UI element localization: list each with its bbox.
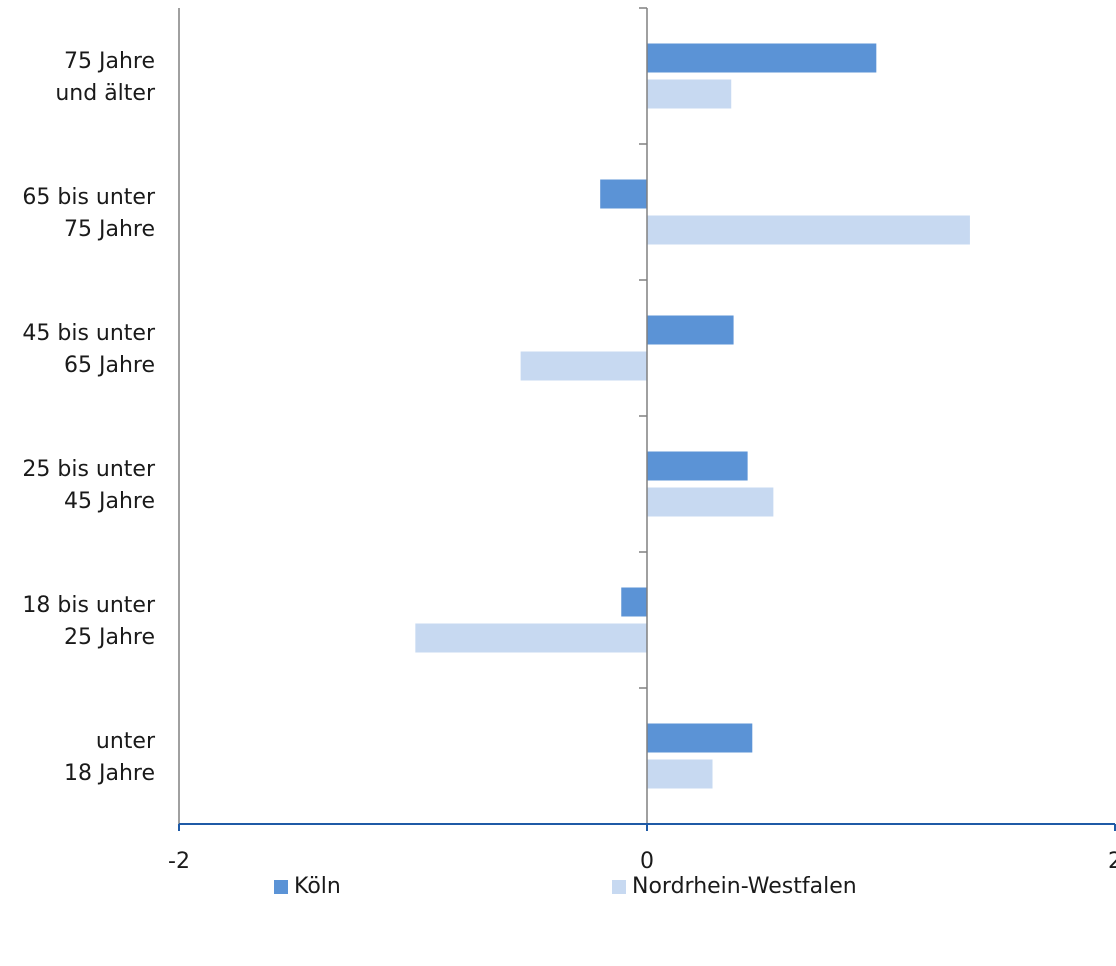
x-tick-label-2: 2: [1108, 849, 1116, 874]
category-label-3-0: 25 bis unter: [22, 457, 156, 482]
x-tick-label-1: 0: [640, 849, 654, 874]
category-label-2-0: 45 bis unter: [22, 321, 156, 346]
bar-koeln-0: [647, 43, 877, 73]
bar-nrw-0: [647, 79, 732, 109]
legend: Köln Nordrhein-Westfalen: [0, 874, 1116, 914]
bar-nrw-2: [520, 351, 647, 381]
category-label-2-1: 65 Jahre: [64, 353, 155, 378]
legend-label-koeln: Köln: [294, 874, 341, 899]
legend-swatch-nrw: [612, 879, 626, 894]
bar-koeln-5: [647, 723, 753, 753]
bar-koeln-1: [600, 179, 647, 209]
bar-koeln-2: [647, 315, 734, 345]
category-label-5-0: unter: [96, 729, 156, 754]
category-label-5-1: 18 Jahre: [64, 761, 155, 786]
category-labels: 75 Jahre und älter 65 bis unter 75 Jahre 45 …: [22, 49, 156, 786]
category-label-1-0: 65 bis unter: [22, 185, 156, 210]
bars-group: [415, 43, 970, 789]
category-label-0-0: 75 Jahre: [64, 49, 155, 74]
legend-item-koeln: Köln: [274, 874, 341, 899]
category-label-0-1: und älter: [55, 81, 156, 106]
bar-koeln-4: [621, 587, 647, 617]
bar-nrw-1: [647, 215, 970, 245]
bar-nrw-5: [647, 759, 713, 789]
bar-nrw-4: [415, 623, 647, 653]
category-label-4-1: 25 Jahre: [64, 625, 155, 650]
category-label-3-1: 45 Jahre: [64, 489, 155, 514]
bar-nrw-3: [647, 487, 774, 517]
bar-koeln-3: [647, 451, 748, 481]
x-tick-label-0: -2: [168, 849, 190, 874]
legend-swatch-koeln: [274, 879, 288, 894]
category-label-4-0: 18 bis unter: [22, 593, 156, 618]
category-label-1-1: 75 Jahre: [64, 217, 155, 242]
x-ticks-group: -2 0 2: [168, 824, 1116, 874]
legend-item-nrw: Nordrhein-Westfalen: [612, 874, 857, 899]
category-ticks: [639, 7, 647, 825]
legend-label-nrw: Nordrhein-Westfalen: [632, 874, 857, 899]
